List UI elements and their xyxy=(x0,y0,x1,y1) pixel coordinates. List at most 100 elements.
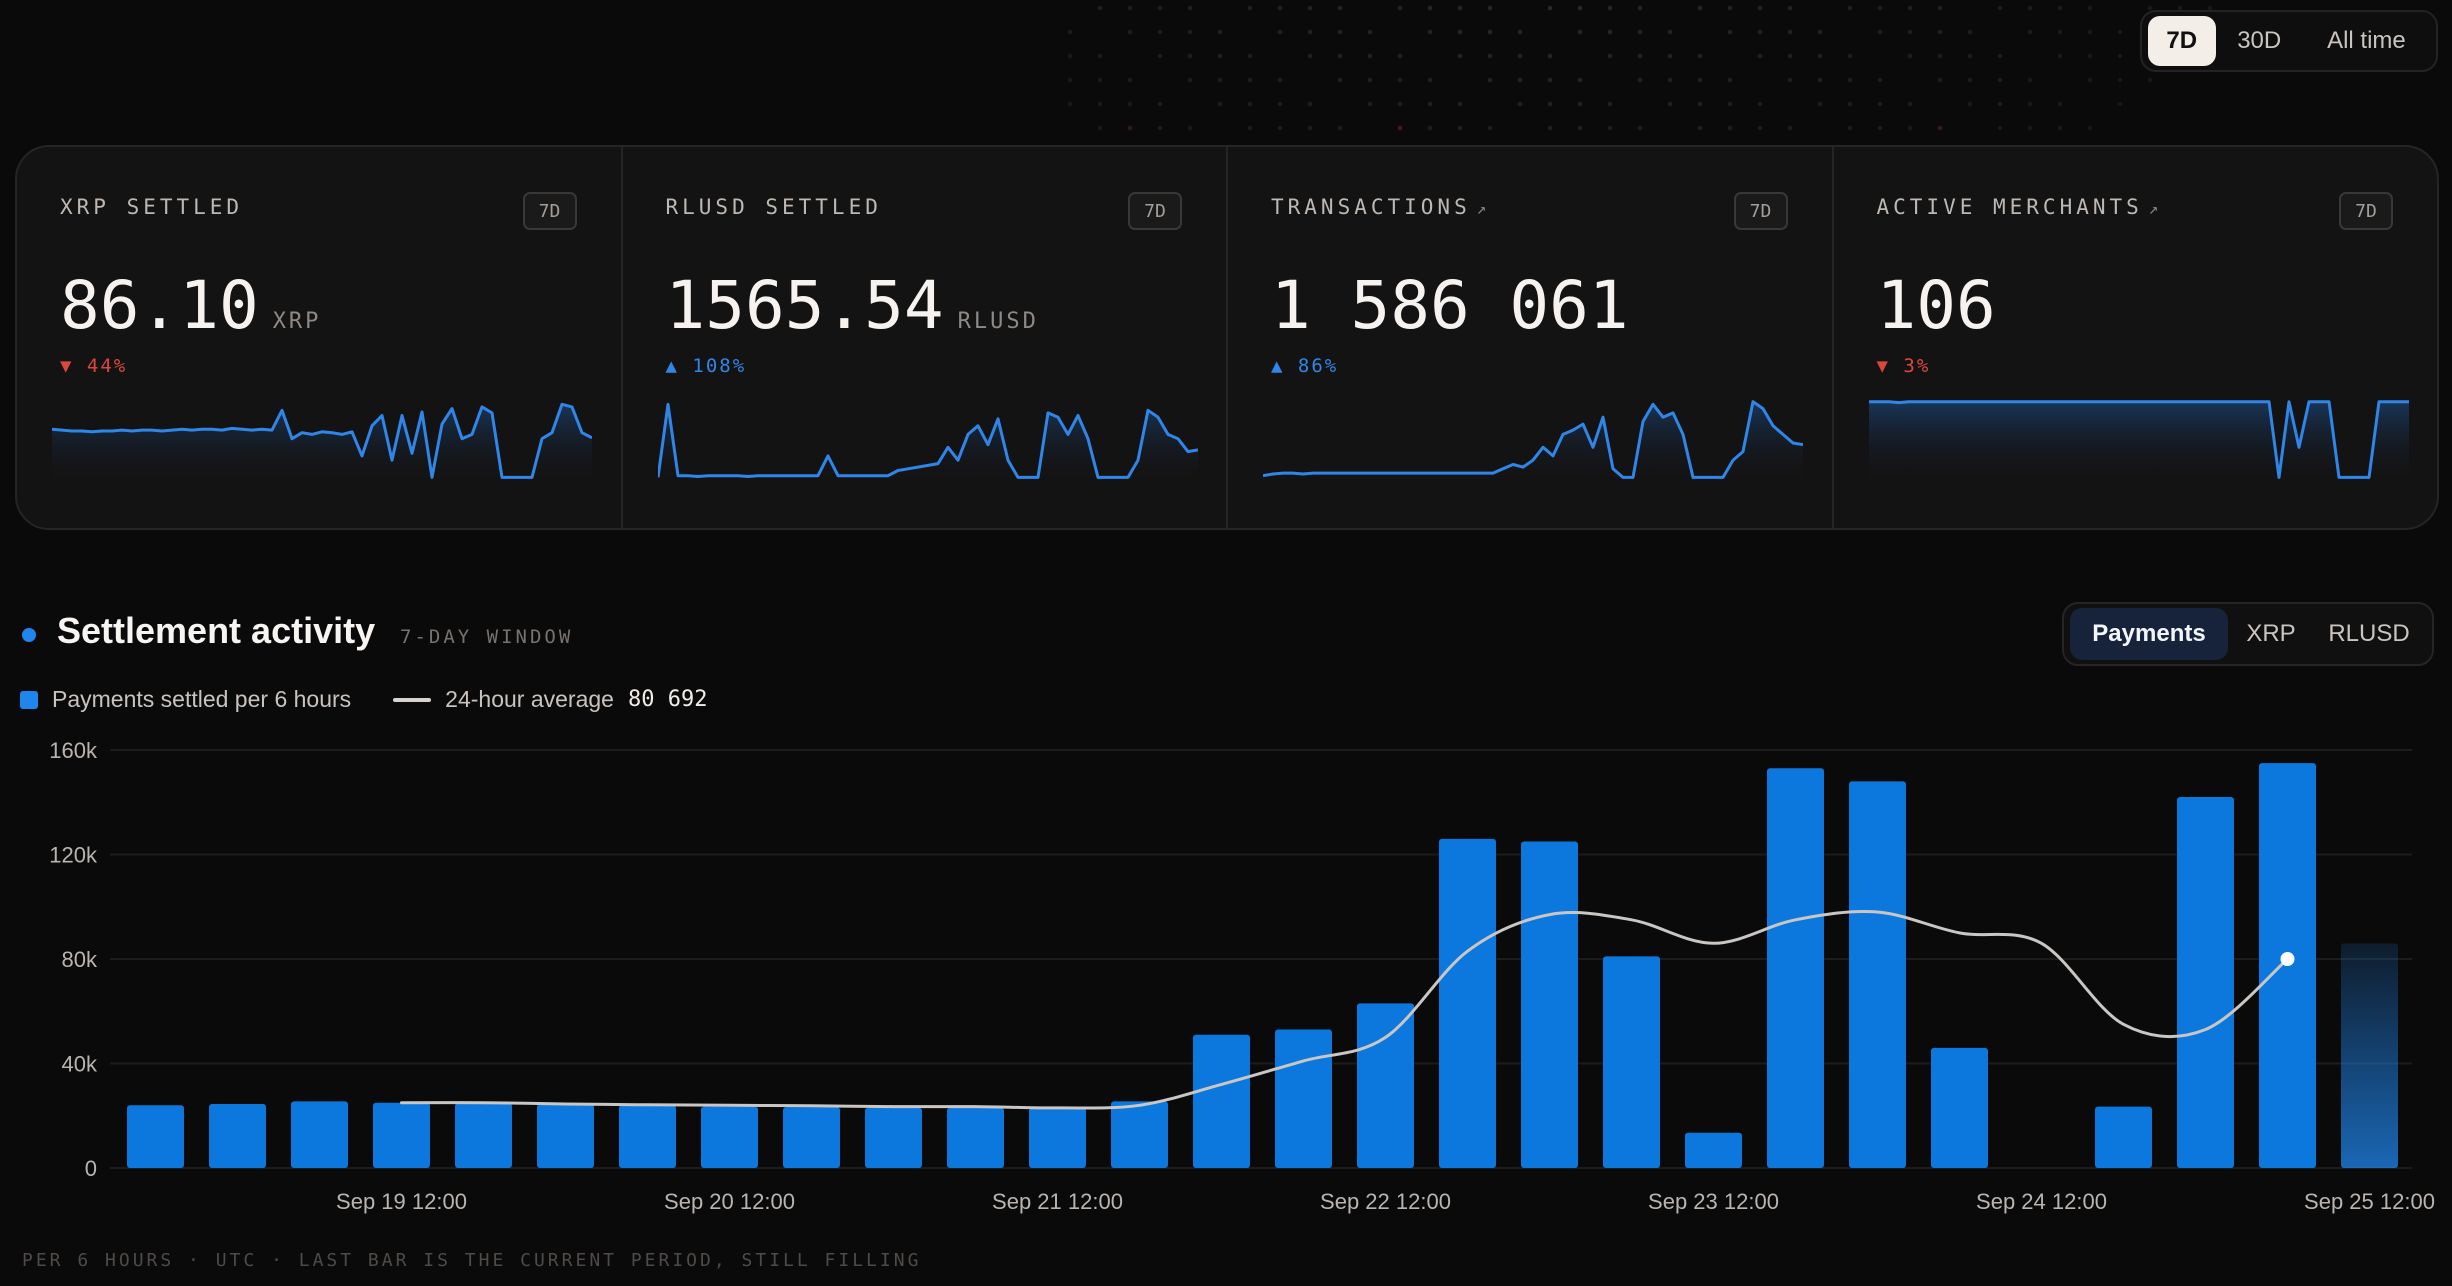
dot xyxy=(1397,101,1403,107)
range-all-time-button[interactable]: All time xyxy=(2327,27,2406,54)
metric-payments-button[interactable]: Payments xyxy=(2070,608,2228,660)
bar[interactable] xyxy=(701,1106,758,1168)
stat-delta: ▲ 86% xyxy=(1271,355,1339,377)
bar[interactable] xyxy=(619,1105,676,1168)
bar[interactable] xyxy=(537,1103,594,1168)
bar[interactable] xyxy=(1767,768,1824,1168)
dot xyxy=(1427,101,1433,107)
dot xyxy=(1217,77,1223,83)
metric-xrp-button[interactable]: XRP xyxy=(2246,620,2296,647)
dot xyxy=(1547,101,1553,107)
bar[interactable] xyxy=(1029,1107,1086,1168)
bar[interactable] xyxy=(783,1107,840,1168)
dot xyxy=(1097,77,1103,83)
dot xyxy=(1337,5,1343,11)
dot xyxy=(1697,77,1703,83)
bar[interactable] xyxy=(2095,1106,2152,1168)
dot xyxy=(2117,77,2123,83)
dot xyxy=(1307,29,1313,35)
stat-unit: RLUSD xyxy=(957,309,1039,334)
period-badge: 7D xyxy=(522,192,577,230)
dot xyxy=(1337,53,1343,59)
average-line-endpoint[interactable] xyxy=(2280,952,2295,966)
dot xyxy=(1097,5,1103,11)
dot xyxy=(1247,53,1253,59)
stat-value: 86.10 XRP xyxy=(60,267,322,344)
bar-current-period[interactable] xyxy=(2341,943,2398,1168)
stat-cards-panel: XRP SETTLED 7D 86.10 XRP ▼ 44% RLUSD SETT… xyxy=(15,145,2439,530)
bar[interactable] xyxy=(373,1102,430,1168)
dot xyxy=(1787,125,1793,131)
dot xyxy=(1247,101,1253,107)
range-30d-button[interactable]: 30D xyxy=(2237,27,2282,54)
dot xyxy=(1637,125,1643,131)
x-tick-label: Sep 25 12:00 xyxy=(2304,1189,2435,1214)
dot xyxy=(1697,125,1703,131)
dot xyxy=(1817,77,1823,83)
stat-delta: ▲ 108% xyxy=(665,355,747,377)
dot xyxy=(2057,101,2063,107)
bar[interactable] xyxy=(1439,838,1496,1168)
dot xyxy=(1397,77,1403,83)
bar[interactable] xyxy=(1685,1132,1742,1168)
bar[interactable] xyxy=(291,1101,348,1168)
bar[interactable] xyxy=(1357,1003,1414,1168)
dot xyxy=(1877,5,1883,11)
dot xyxy=(2057,5,2063,11)
dot xyxy=(1247,77,1253,83)
dot xyxy=(1337,125,1343,131)
dot xyxy=(1517,29,1523,35)
dot xyxy=(1127,5,1133,11)
bar[interactable] xyxy=(947,1107,1004,1168)
dot xyxy=(1367,29,1373,35)
bar[interactable] xyxy=(1193,1034,1250,1168)
bar[interactable] xyxy=(1603,956,1660,1168)
dot xyxy=(1817,101,1823,107)
dot xyxy=(1937,5,1943,11)
dot xyxy=(2087,5,2093,11)
bar[interactable] xyxy=(1275,1029,1332,1168)
stat-card-active-merchants[interactable]: ACTIVE MERCHANTS ↗ 7D 106 ▼ 3% xyxy=(1834,147,2438,528)
dot xyxy=(1097,53,1103,59)
bar[interactable] xyxy=(1849,781,1906,1168)
metric-rlusd-button[interactable]: RLUSD xyxy=(2328,620,2410,647)
dot xyxy=(1157,125,1163,131)
bar[interactable] xyxy=(455,1103,512,1168)
dot xyxy=(1427,77,1433,83)
section-indicator-dot xyxy=(22,628,36,642)
bar[interactable] xyxy=(209,1103,266,1168)
y-tick-label: 40k xyxy=(62,1052,98,1077)
dot xyxy=(1517,101,1523,107)
bar[interactable] xyxy=(127,1105,184,1168)
dot xyxy=(1277,125,1283,131)
bar[interactable] xyxy=(865,1107,922,1168)
dot xyxy=(1577,5,1583,11)
bar[interactable] xyxy=(2177,797,2234,1168)
dot xyxy=(1157,53,1163,59)
dot xyxy=(1937,29,1943,35)
stat-card-transactions[interactable]: TRANSACTIONS ↗ 7D 1 586 061 ▲ 86% xyxy=(1228,147,1834,528)
dot xyxy=(1997,53,2003,59)
sparkline-area xyxy=(1263,401,1803,486)
dot xyxy=(1667,29,1673,35)
sparkline-line xyxy=(1868,400,2409,479)
dot xyxy=(1457,101,1463,107)
bar[interactable] xyxy=(1521,841,1578,1168)
x-tick-label: Sep 19 12:00 xyxy=(336,1189,467,1214)
dot xyxy=(1847,53,1853,59)
sparkline xyxy=(1263,400,1803,486)
x-tick-label: Sep 21 12:00 xyxy=(992,1189,1123,1214)
dot xyxy=(1937,125,1943,131)
dot xyxy=(1847,77,1853,83)
dot xyxy=(1157,101,1163,107)
chart-legend: Payments settled per 6 hours 24-hour ave… xyxy=(20,686,707,713)
dot xyxy=(1697,5,1703,11)
bar[interactable] xyxy=(1111,1101,1168,1168)
dot xyxy=(1577,125,1583,131)
bar[interactable] xyxy=(1931,1047,1988,1168)
dot xyxy=(1067,53,1073,59)
average-line xyxy=(400,909,2289,1110)
stat-value: 106 xyxy=(1876,267,1996,344)
range-7d-button[interactable]: 7D xyxy=(2148,16,2216,66)
dot xyxy=(1697,53,1703,59)
